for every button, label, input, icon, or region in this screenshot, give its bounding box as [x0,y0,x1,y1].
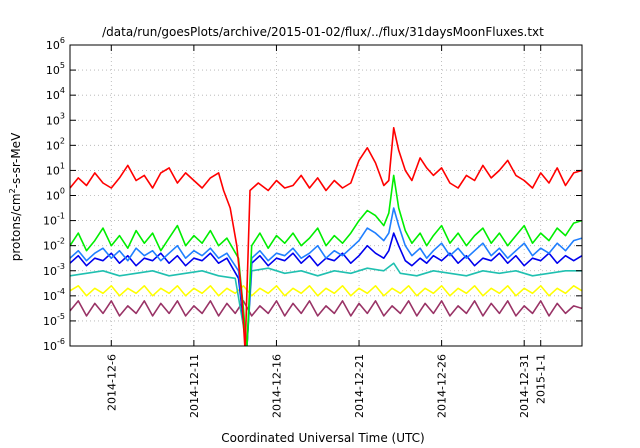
x-tick-label: 2014-12-11 [188,354,201,418]
y-tick-exponent: -2 [57,237,65,246]
x-tick-label: 2014-12-21 [353,354,366,418]
y-tick-exponent: -5 [57,312,65,321]
y-tick-label: 106 [46,36,65,52]
y-tick-label: 10-4 [43,287,65,303]
x-tick-label: 2014-12-6 [105,354,118,411]
y-axis-label: protons/cm2-s-sr-MeV [8,132,23,261]
x-tick-label: 2014-12-31 [518,354,531,418]
series-line-4 [70,262,582,346]
y-tick-base: 10 [46,89,60,102]
y-tick-base: 10 [43,315,57,328]
y-tick-base: 10 [43,265,57,278]
y-tick-base: 10 [43,340,57,353]
y-tick-exponent: 1 [60,161,65,170]
y-tick-label: 10-3 [43,262,65,278]
y-tick-exponent: 4 [60,86,65,95]
y-tick-label: 105 [46,61,65,77]
series-line-5 [70,284,582,297]
y-tick-base: 10 [46,164,60,177]
y-axis-label-main: protons/cm [9,193,23,261]
x-tick-label: 2014-12-16 [270,354,283,418]
y-tick-base: 10 [43,240,57,253]
y-axis-label-rest: -s-sr-MeV [9,132,23,188]
series-group [70,127,582,346]
y-tick-base: 10 [43,290,57,303]
y-tick-exponent: 6 [60,36,65,45]
series-line-6 [70,300,582,317]
series-line-0 [70,127,582,346]
y-tick-label: 10-1 [43,212,65,228]
x-axis-label: Coordinated Universal Time (UTC) [221,431,424,445]
y-tick-exponent: 2 [60,136,65,145]
y-axis: 10-610-510-410-310-210-11001011021031041… [43,36,582,353]
y-tick-exponent: -3 [57,262,65,271]
y-tick-label: 101 [46,161,65,177]
y-tick-label: 10-6 [43,337,65,353]
x-tick-label: 2014-12-26 [436,354,449,418]
y-tick-base: 10 [46,114,60,127]
series-line-2 [70,207,582,346]
y-tick-label: 103 [46,111,65,127]
y-tick-exponent: 3 [60,111,65,120]
y-tick-label: 10-5 [43,312,65,328]
y-tick-base: 10 [46,64,60,77]
y-tick-base: 10 [46,190,60,203]
y-tick-label: 104 [46,86,65,102]
y-tick-base: 10 [46,139,60,152]
x-tick-label: 2015-1-1 [535,354,548,404]
y-tick-exponent: -1 [57,212,65,221]
series-line-3 [70,232,582,346]
series-line-1 [70,174,582,346]
y-tick-exponent: 5 [60,61,65,70]
y-tick-base: 10 [43,215,57,228]
x-axis: 2014-12-6 2014-12-11 2014-12-16 2014-12-21 2… [105,45,548,418]
y-tick-exponent: -6 [57,337,65,346]
chart-title: /data/run/goesPlots/archive/2015-01-02/f… [102,25,544,39]
y-tick-label: 10-2 [43,237,65,253]
y-axis-label-sup: 2 [8,188,17,193]
grid [70,45,582,346]
y-tick-exponent: 0 [60,187,65,196]
y-tick-label: 100 [46,187,65,203]
y-tick-exponent: -4 [57,287,65,296]
y-tick-base: 10 [46,39,60,52]
y-tick-label: 102 [46,136,65,152]
